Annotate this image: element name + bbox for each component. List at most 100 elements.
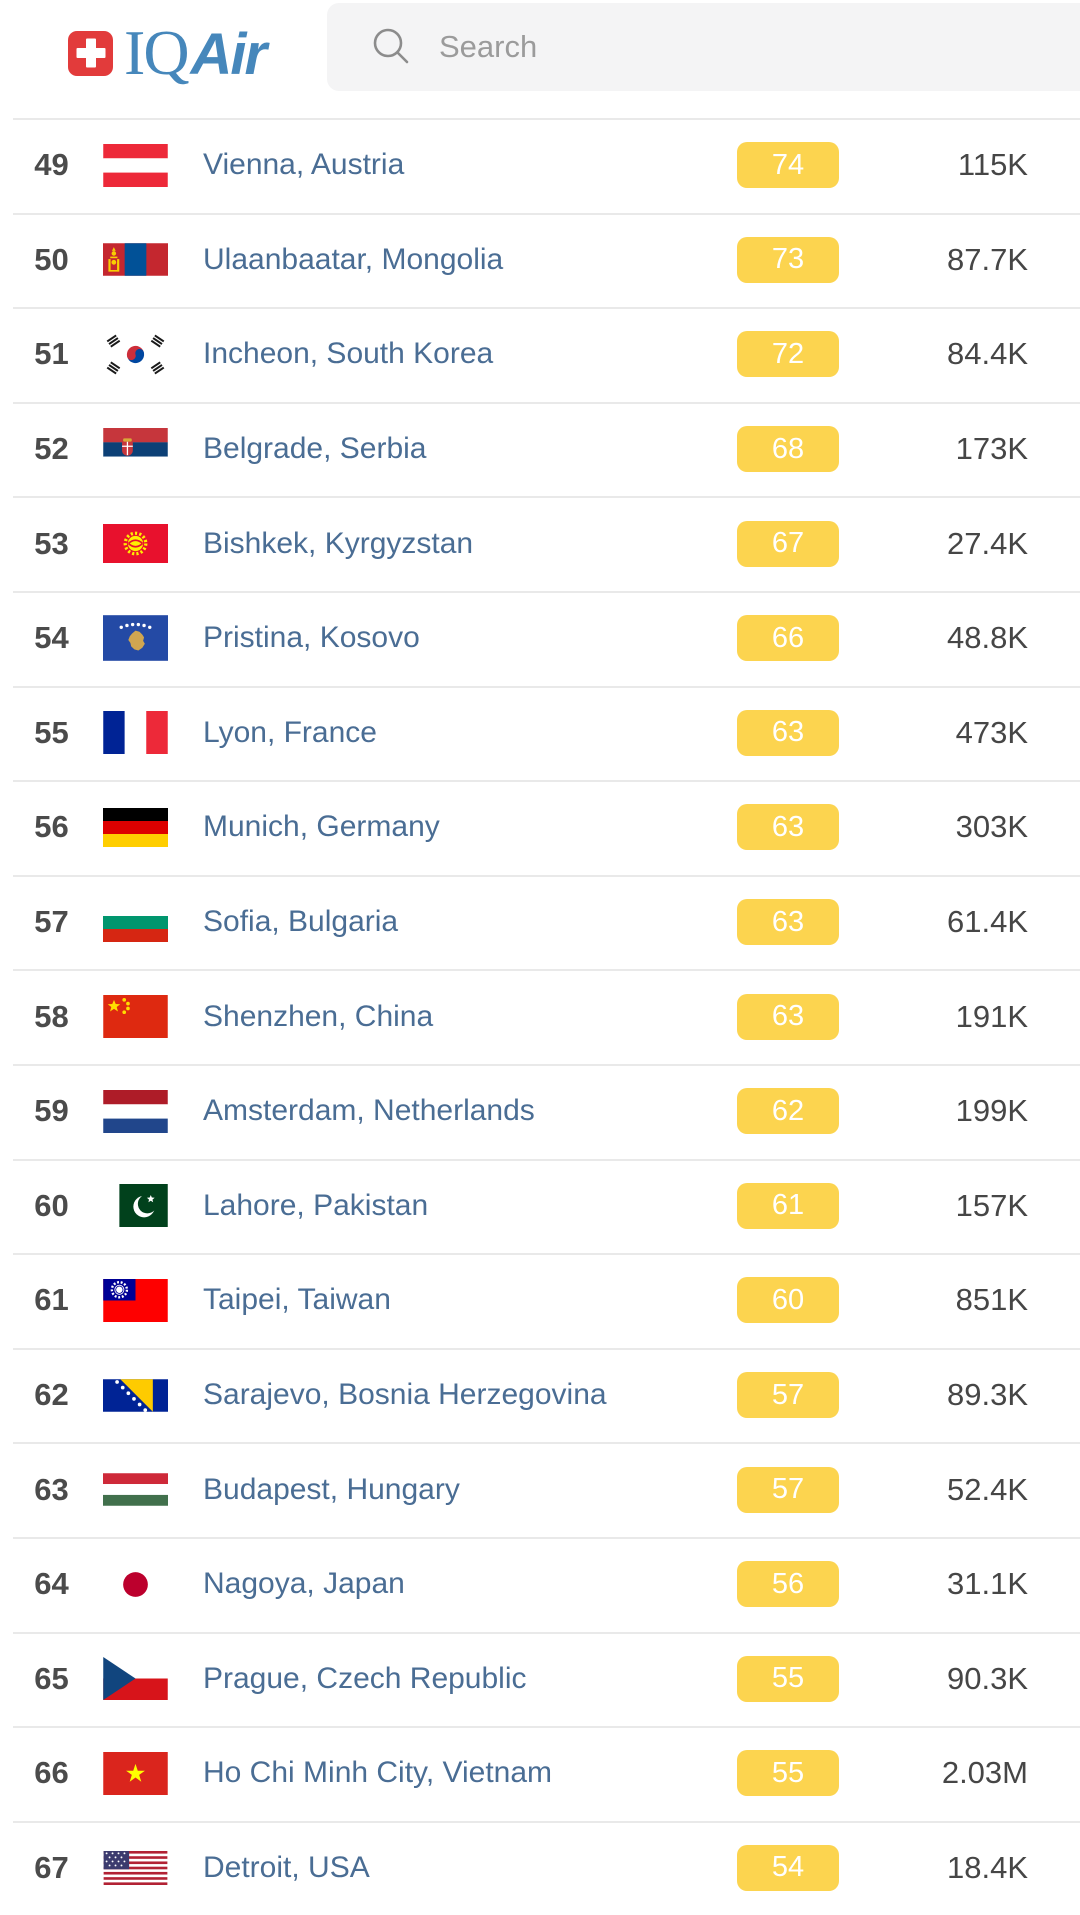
- city-rank-row[interactable]: 49 Vienna, Austria 74 115K: [0, 118, 1080, 213]
- followers-count: 84.4K: [946, 336, 1028, 372]
- aqi-badge: 63: [737, 709, 839, 756]
- city-rank-row[interactable]: 60 Lahore, Pakistan 61 157K: [0, 1158, 1080, 1254]
- city-link[interactable]: Budapest, Hungary: [203, 1472, 460, 1506]
- rank-number: 49: [34, 147, 69, 183]
- aqi-badge: 74: [737, 142, 839, 189]
- followers-count: 52.4K: [946, 1471, 1028, 1507]
- city-rank-row[interactable]: 63 Budapest, Hungary 57 52.4K: [0, 1442, 1080, 1537]
- iqair-logo[interactable]: IQ Air: [68, 21, 268, 87]
- rank-number: 54: [34, 620, 69, 656]
- city-link[interactable]: Taipei, Taiwan: [203, 1283, 391, 1317]
- followers-count: 89.3K: [946, 1377, 1028, 1413]
- country-flag-icon: [103, 711, 203, 755]
- followers-count: 303K: [955, 809, 1028, 845]
- aqi-badge: 73: [737, 236, 839, 283]
- aqi-badge: 72: [737, 331, 839, 378]
- city-link[interactable]: Vienna, Austria: [203, 148, 405, 182]
- rank-number: 65: [34, 1660, 69, 1696]
- country-flag-icon: [103, 807, 203, 847]
- followers-count: 2.03M: [941, 1755, 1028, 1791]
- aqi-badge: 60: [737, 1277, 839, 1324]
- country-flag-icon: [103, 1850, 203, 1885]
- city-link[interactable]: Sarajevo, Bosnia Herzegovina: [203, 1378, 607, 1412]
- followers-count: 48.8K: [946, 620, 1028, 656]
- city-link[interactable]: Lyon, France: [203, 715, 377, 749]
- rank-number: 59: [34, 1093, 69, 1129]
- ranking-list: 49 Vienna, Austria 74 115K 50 Ulaanbaata…: [0, 118, 1080, 1915]
- rank-number: 66: [34, 1755, 69, 1791]
- city-rank-row[interactable]: 67 Detroit, USA 54 18.4K: [0, 1820, 1080, 1915]
- city-link[interactable]: Sofia, Bulgaria: [203, 905, 399, 939]
- city-rank-row[interactable]: 58 Shenzhen, China 63 191K: [0, 969, 1080, 1064]
- city-rank-row[interactable]: 57 Sofia, Bulgaria 63 61.4K: [0, 874, 1080, 970]
- city-link[interactable]: Shenzhen, China: [203, 999, 434, 1033]
- country-flag-icon: [103, 615, 203, 662]
- city-rank-row[interactable]: 53 Bishkek, Kyrgyzstan 67 27.4K: [0, 496, 1080, 591]
- city-link[interactable]: Incheon, South Korea: [203, 337, 494, 371]
- followers-count: 191K: [955, 998, 1028, 1034]
- city-link[interactable]: Lahore, Pakistan: [203, 1188, 429, 1222]
- city-link[interactable]: Ho Chi Minh City, Vietnam: [203, 1756, 553, 1790]
- country-flag-icon: [103, 1751, 203, 1795]
- rank-number: 62: [34, 1377, 69, 1413]
- city-rank-row[interactable]: 59 Amsterdam, Netherlands 62 199K: [0, 1063, 1080, 1159]
- aqi-badge: 54: [737, 1844, 839, 1891]
- rank-number: 53: [34, 525, 69, 561]
- city-link[interactable]: Nagoya, Japan: [203, 1567, 405, 1601]
- city-rank-row[interactable]: 64 Nagoya, Japan 56 31.1K: [0, 1536, 1080, 1632]
- rank-number: 50: [34, 241, 69, 277]
- rank-number: 64: [34, 1566, 69, 1602]
- followers-count: 87.7K: [946, 241, 1028, 277]
- city-link[interactable]: Belgrade, Serbia: [203, 432, 427, 466]
- city-link[interactable]: Detroit, USA: [203, 1850, 370, 1884]
- followers-count: 173K: [955, 431, 1028, 467]
- city-rank-row[interactable]: 61 Taipei, Taiwan 60 851K: [0, 1253, 1080, 1348]
- city-rank-row[interactable]: 65 Prague, Czech Republic 55 90.3K: [0, 1631, 1080, 1727]
- country-flag-icon: [103, 427, 203, 471]
- brand-air-text: Air: [190, 22, 268, 87]
- brand-wordmark: IQ Air: [124, 21, 268, 87]
- rank-number: 63: [34, 1471, 69, 1507]
- followers-count: 90.3K: [946, 1660, 1028, 1696]
- aqi-badge: 61: [737, 1182, 839, 1229]
- country-flag-icon: [103, 524, 203, 564]
- city-link[interactable]: Pristina, Kosovo: [203, 621, 420, 655]
- city-link[interactable]: Munich, Germany: [203, 810, 440, 844]
- swiss-cross-icon: [68, 30, 113, 76]
- city-link[interactable]: Amsterdam, Netherlands: [203, 1094, 535, 1128]
- search-bar[interactable]: [327, 3, 1080, 91]
- city-link[interactable]: Prague, Czech Republic: [203, 1661, 527, 1695]
- rank-number: 61: [34, 1282, 69, 1318]
- country-flag-icon: [103, 995, 203, 1039]
- city-rank-row[interactable]: 51 Incheon, South Korea 72 84.4K: [0, 307, 1080, 402]
- country-flag-icon: [103, 243, 203, 277]
- country-flag-icon: [103, 1657, 203, 1701]
- country-flag-icon: [103, 1278, 203, 1322]
- followers-count: 115K: [957, 147, 1028, 183]
- rank-number: 51: [34, 336, 69, 372]
- country-flag-icon: [103, 143, 203, 187]
- rank-number: 52: [34, 431, 69, 467]
- country-flag-icon: [103, 1378, 203, 1412]
- country-flag-icon: [103, 332, 203, 376]
- country-flag-icon: [103, 1089, 203, 1133]
- search-input[interactable]: [437, 28, 1060, 66]
- city-rank-row[interactable]: 56 Munich, Germany 63 303K: [0, 780, 1080, 875]
- aqi-badge: 56: [737, 1561, 839, 1608]
- country-flag-icon: [103, 1562, 203, 1606]
- city-rank-row[interactable]: 55 Lyon, France 63 473K: [0, 685, 1080, 781]
- city-rank-row[interactable]: 66 Ho Chi Minh City, Vietnam 55 2.03M: [0, 1726, 1080, 1821]
- followers-count: 61.4K: [946, 904, 1028, 940]
- search-icon: [373, 28, 409, 64]
- city-rank-row[interactable]: 54 Pristina, Kosovo 66 48.8K: [0, 590, 1080, 686]
- aqi-badge: 55: [737, 1655, 839, 1702]
- city-rank-row[interactable]: 62 Sarajevo, Bosnia Herzegovina 57 89.3K: [0, 1347, 1080, 1443]
- followers-count: 199K: [955, 1093, 1028, 1129]
- city-link[interactable]: Bishkek, Kyrgyzstan: [203, 526, 474, 560]
- city-rank-row[interactable]: 52 Belgrade, Serbia 68 173K: [0, 401, 1080, 497]
- rank-number: 56: [34, 809, 69, 845]
- city-rank-row[interactable]: 50 Ulaanbaatar, Mongolia 73 87.7K: [0, 212, 1080, 308]
- country-flag-icon: [103, 1473, 203, 1506]
- followers-count: 157K: [955, 1187, 1028, 1223]
- city-link[interactable]: Ulaanbaatar, Mongolia: [203, 242, 504, 276]
